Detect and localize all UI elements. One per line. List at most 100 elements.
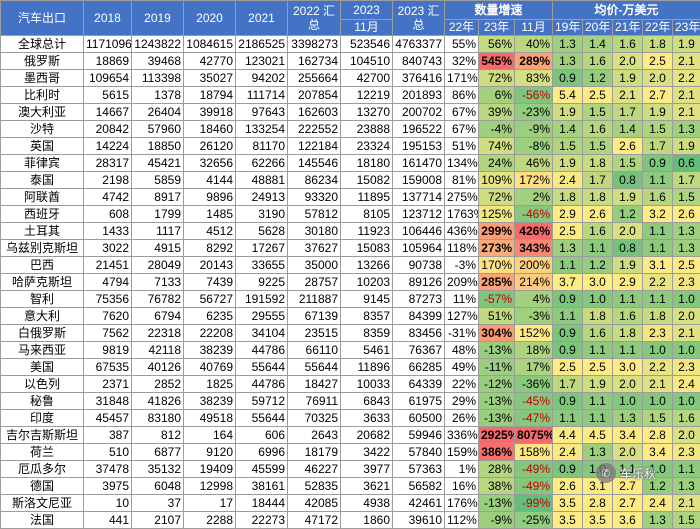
growth-cell: 386% xyxy=(479,444,515,461)
header-2023-total: 2023 汇总 xyxy=(393,1,445,36)
growth-cell: -45% xyxy=(515,393,553,410)
price-cell: 1.7 xyxy=(583,172,613,189)
header-price-20: 20年 xyxy=(583,20,613,36)
growth-cell: 1763% xyxy=(445,206,479,223)
volume-cell: 37627 xyxy=(288,240,341,257)
volume-cell: 55644 xyxy=(288,359,341,376)
volume-cell: 62266 xyxy=(236,155,288,172)
header-2022-total: 2022 汇总 xyxy=(288,1,341,36)
volume-cell: 11895 xyxy=(341,189,393,206)
price-cell: 2.4 xyxy=(553,172,583,189)
volume-cell: 1485 xyxy=(184,206,236,223)
growth-cell: 51% xyxy=(479,308,515,325)
price-cell: 2.5 xyxy=(553,359,583,376)
header-qty-growth: 数量增速 xyxy=(445,1,553,20)
price-cell: 0.9 xyxy=(643,155,673,172)
price-cell: 2.3 xyxy=(673,444,700,461)
price-cell: 2.2 xyxy=(673,70,700,87)
price-cell: 1.6 xyxy=(613,36,643,53)
price-cell: 1.0 xyxy=(643,393,673,410)
volume-cell: 6843 xyxy=(341,393,393,410)
price-cell: 1.1 xyxy=(583,410,613,427)
volume-cell: 10033 xyxy=(341,376,393,393)
volume-cell: 28049 xyxy=(132,257,184,274)
price-cell: 1.0 xyxy=(673,342,700,359)
price-cell: 1.8 xyxy=(643,36,673,53)
volume-cell: 3621 xyxy=(341,478,393,495)
volume-cell: 38239 xyxy=(184,342,236,359)
growth-cell: 209% xyxy=(445,274,479,291)
growth-cell: 51% xyxy=(445,138,479,155)
volume-cell: 9145 xyxy=(341,291,393,308)
row-category: 智利 xyxy=(1,291,84,308)
volume-cell: 22273 xyxy=(236,512,288,529)
growth-cell: 545% xyxy=(479,53,515,70)
price-cell: 1.5 xyxy=(583,138,613,155)
growth-cell: 134% xyxy=(445,155,479,172)
volume-cell: 3022 xyxy=(84,240,132,257)
growth-cell: -31% xyxy=(445,325,479,342)
volume-cell: 67535 xyxy=(84,359,132,376)
growth-cell: 343% xyxy=(515,240,553,257)
price-cell: 1.8 xyxy=(613,325,643,342)
volume-cell: 5628 xyxy=(236,223,288,240)
growth-cell: 275% xyxy=(445,189,479,206)
price-cell: 1.0 xyxy=(643,461,673,478)
volume-cell: 28317 xyxy=(84,155,132,172)
volume-cell: 23515 xyxy=(288,325,341,342)
volume-cell: 6996 xyxy=(236,444,288,461)
price-cell: 3.4 xyxy=(643,444,673,461)
price-cell: 1.6 xyxy=(613,308,643,325)
price-cell: 1.1 xyxy=(583,240,613,257)
price-cell: 2.9 xyxy=(613,274,643,291)
price-cell: 2.4 xyxy=(643,495,673,512)
price-cell: 1.7 xyxy=(613,104,643,121)
growth-cell: 39% xyxy=(479,104,515,121)
volume-cell: 207854 xyxy=(288,87,341,104)
volume-cell: 17267 xyxy=(236,240,288,257)
row-category: 泰国 xyxy=(1,172,84,189)
volume-cell: 3398273 xyxy=(288,36,341,53)
price-cell: 1.2 xyxy=(583,257,613,274)
volume-cell: 6235 xyxy=(184,308,236,325)
growth-cell: 26% xyxy=(445,410,479,427)
volume-cell: 47172 xyxy=(288,512,341,529)
price-cell: 2.1 xyxy=(613,87,643,104)
price-cell: 2.7 xyxy=(613,495,643,512)
growth-cell: 109% xyxy=(479,172,515,189)
volume-cell: 159008 xyxy=(393,172,445,189)
volume-cell: 40126 xyxy=(132,359,184,376)
volume-cell: 59712 xyxy=(236,393,288,410)
price-cell: 1.0 xyxy=(583,461,613,478)
volume-cell: 4742 xyxy=(84,189,132,206)
volume-cell: 111714 xyxy=(236,87,288,104)
price-cell: 2.1 xyxy=(673,495,700,512)
price-cell: 2.6 xyxy=(613,138,643,155)
price-cell: 1.2 xyxy=(643,478,673,495)
volume-cell: 93320 xyxy=(288,189,341,206)
row-category: 美国 xyxy=(1,359,84,376)
row-category: 全球总计 xyxy=(1,36,84,53)
volume-cell: 3975 xyxy=(84,478,132,495)
volume-cell: 18444 xyxy=(236,495,288,512)
price-cell: 2.0 xyxy=(673,427,700,444)
price-cell: 1.6 xyxy=(583,53,613,70)
volume-cell: 10 xyxy=(84,495,132,512)
volume-cell: 35132 xyxy=(132,461,184,478)
price-cell: 2.0 xyxy=(673,308,700,325)
price-cell: 2.3 xyxy=(673,359,700,376)
volume-cell: 18180 xyxy=(341,155,393,172)
price-cell: 0.6 xyxy=(673,155,700,172)
price-cell: 2.0 xyxy=(613,223,643,240)
row-category: 澳大利亚 xyxy=(1,104,84,121)
volume-cell: 11923 xyxy=(341,223,393,240)
